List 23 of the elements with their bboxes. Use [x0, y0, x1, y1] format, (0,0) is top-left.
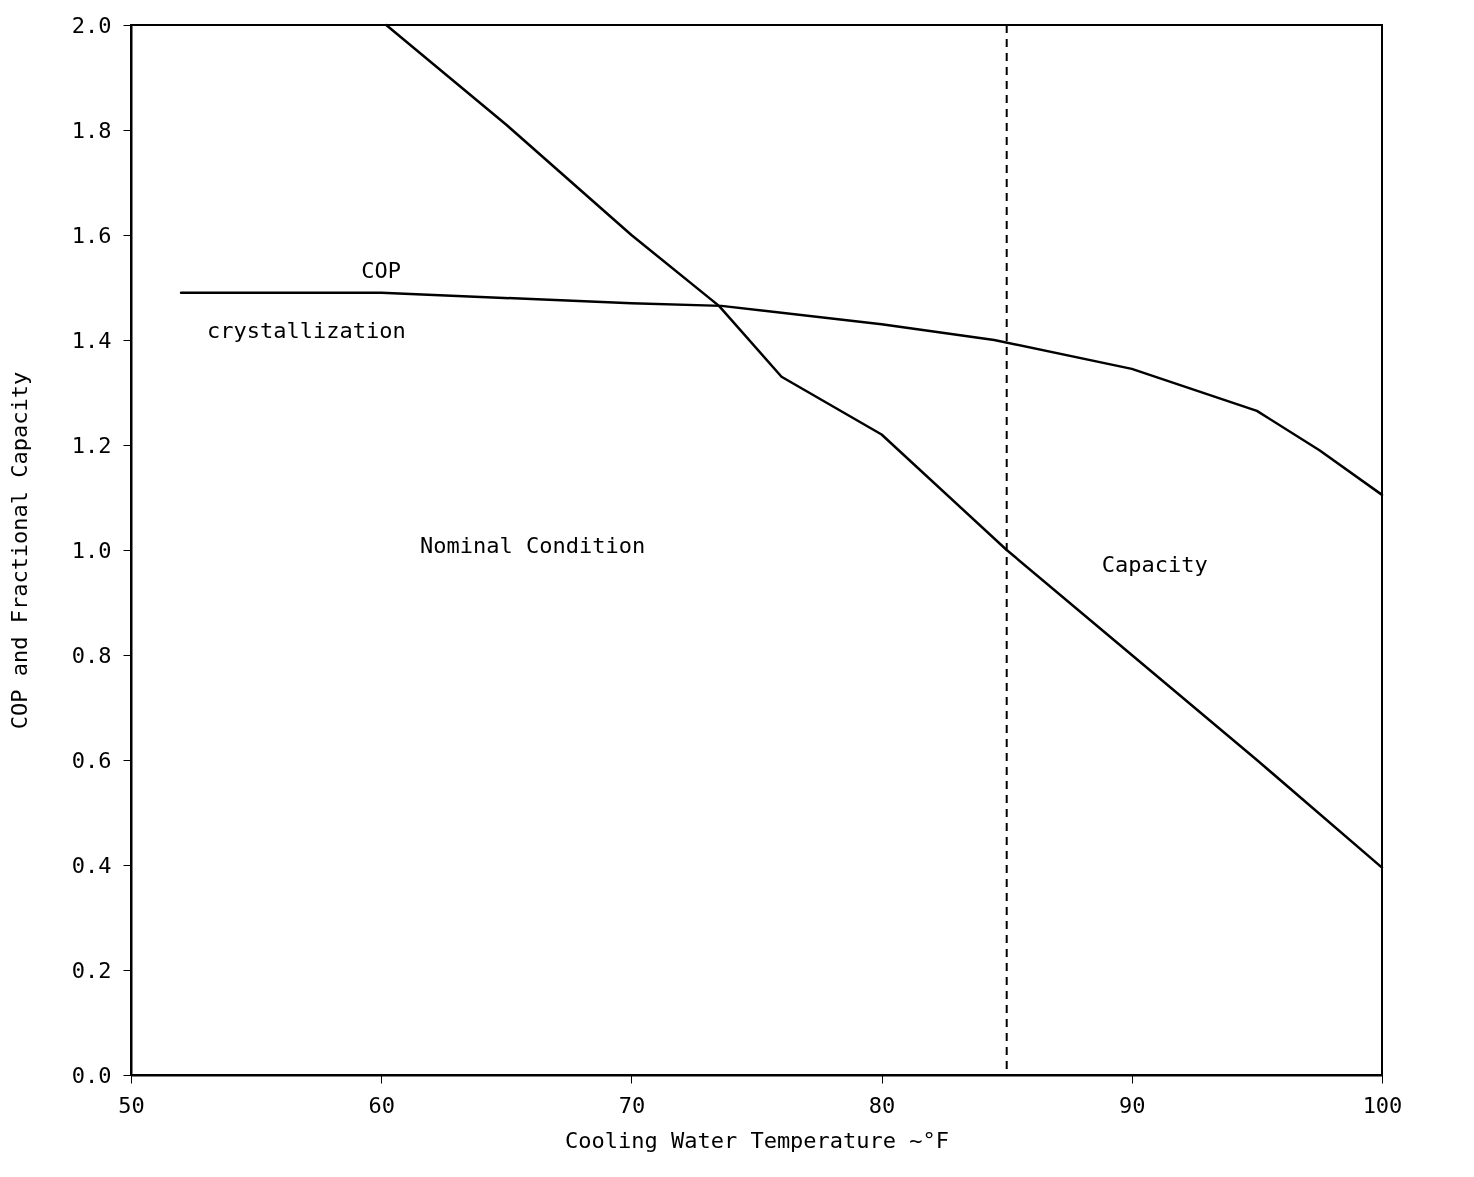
x-tick-label: 90 [1119, 1092, 1146, 1118]
series-label: Capacity [1101, 552, 1208, 577]
x-axis-title: Cooling Water Temperature ~°F [564, 1127, 950, 1153]
y-tick-label: 0.4 [71, 852, 112, 878]
y-tick-label: 1.6 [71, 222, 112, 248]
y-tick-label: 0.0 [71, 1062, 112, 1088]
x-tick-label: 70 [618, 1092, 646, 1118]
y-tick-label: 1.8 [71, 117, 112, 143]
y-tick-label: 0.2 [71, 957, 112, 983]
x-tick-label: 50 [118, 1092, 145, 1118]
x-tick-label: 80 [868, 1092, 896, 1118]
series-label: COP [361, 257, 402, 283]
annotation: crystallization [207, 318, 406, 343]
x-tick-label: 60 [368, 1092, 395, 1118]
y-axis-title: COP and Fractional Capacity [6, 371, 32, 730]
y-tick-label: 0.6 [71, 747, 112, 773]
y-tick-label: 1.2 [71, 432, 112, 458]
y-tick-label: 1.4 [71, 327, 112, 353]
y-tick-label: 1.0 [71, 537, 112, 563]
y-tick-label: 0.8 [71, 642, 112, 668]
annotation: Nominal Condition [420, 533, 646, 558]
x-tick-label: 100 [1362, 1092, 1403, 1118]
y-tick-label: 2.0 [71, 12, 112, 38]
